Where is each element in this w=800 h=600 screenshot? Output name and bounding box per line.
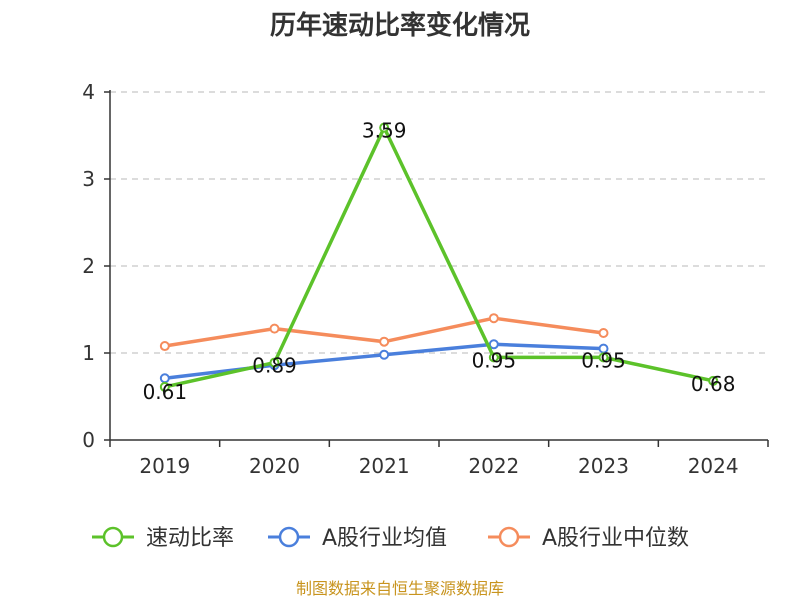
legend[interactable]: 速动比率 A股行业均值 A股行业中位数 [92,526,689,551]
grid [110,91,768,354]
series-0-point-2024 [708,375,719,386]
series-0-point-2020 [269,357,280,368]
y-tick-label: 3 [82,167,95,191]
y-tick-label: 4 [82,80,95,104]
x-tick-label-2022: 2022 [468,454,519,478]
series-1-point-2022 [488,339,499,350]
series-2-point-2023 [598,327,609,338]
x-tick-label-2023: 2023 [578,454,629,478]
series-0-point-2022 [488,352,499,363]
y-tick-label: 0 [82,428,95,452]
series-1-point-2021 [379,349,390,360]
series-2-point-2020 [269,323,280,334]
legend-label: A股行业中位数 [542,526,689,551]
data-label-2021: 3.59 [362,119,407,143]
data-label-2023: 0.95 [581,348,626,372]
x-tick-label-2024: 2024 [688,454,739,478]
y-tick-label: 2 [82,254,95,278]
legend-marker-icon [498,526,520,548]
data-label-2019: 0.61 [143,380,188,404]
x-tick-label-2019: 2019 [139,454,190,478]
legend-marker-icon [278,526,300,548]
axes: 0 1 2 3 4 2019 2020 2021 2022 2023 2024 [82,80,769,478]
series-2-point-2021 [379,336,390,347]
series-0-point-2021 [379,122,390,133]
legend-item-0[interactable]: 速动比率 [92,526,234,551]
series-0-point-2019 [159,381,170,392]
data-label-2020: 0.89 [252,354,297,378]
x-tick-label-2021: 2021 [359,454,410,478]
y-tick-label: 1 [82,341,95,365]
x-tick-label-2020: 2020 [249,454,300,478]
series [159,122,719,392]
chart-title: 历年速动比率变化情况 [270,10,530,41]
legend-item-2[interactable]: A股行业中位数 [488,526,689,551]
legend-item-1[interactable]: A股行业均值 [268,526,447,551]
legend-label: 速动比率 [146,526,234,551]
data-label-2024: 0.68 [691,372,736,396]
series-2-point-2019 [159,341,170,352]
source-note: 制图数据来自恒生聚源数据库 [296,579,504,598]
series-line-0 [164,125,714,389]
legend-label: A股行业均值 [322,526,447,551]
data-label-2022: 0.95 [472,348,517,372]
series-0-point-2023 [598,352,609,363]
data-labels: 0.61 0.89 3.59 0.95 0.95 0.68 [143,119,736,404]
legend-marker-icon [102,526,124,548]
series-2-point-2022 [488,313,499,324]
